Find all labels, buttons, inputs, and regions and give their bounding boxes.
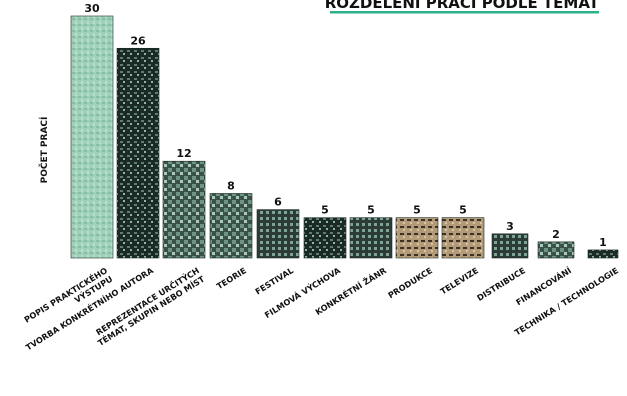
bar-1 — [116, 47, 160, 259]
value-label-11: 1 — [599, 236, 607, 249]
title-underline — [330, 11, 599, 14]
category-label-3-line-0: TEORIE — [215, 265, 248, 291]
value-label-10: 2 — [552, 228, 560, 241]
value-label-5: 5 — [321, 204, 329, 217]
category-label-8: TELEVIZE — [438, 265, 480, 296]
category-label-4: FESTIVAL — [253, 265, 295, 296]
value-label-7: 5 — [413, 204, 421, 217]
bar-8 — [441, 217, 485, 259]
category-label-4-line-0: FESTIVAL — [253, 265, 295, 296]
value-label-2: 12 — [176, 147, 191, 160]
category-label-5: FILMOVÁ VÝCHOVA — [262, 264, 343, 320]
value-label-1: 26 — [130, 34, 146, 47]
value-label-6: 5 — [367, 204, 375, 217]
bar-5 — [303, 217, 347, 259]
category-label-0-line-0: POPIS PRAKTICKÉHO — [22, 264, 109, 324]
category-label-7: PRODUKCE — [386, 265, 434, 300]
value-label-0: 30 — [84, 2, 100, 15]
bar-4 — [256, 209, 300, 259]
chart-title: ROZDĚLENÍ PRACÍ PODLE TÉMAT — [325, 0, 600, 12]
category-label-3: TEORIE — [215, 265, 248, 291]
bar-3 — [209, 193, 253, 259]
bar-10 — [537, 241, 575, 259]
bar-6 — [349, 217, 393, 259]
value-label-3: 8 — [227, 179, 235, 192]
category-label-8-line-0: TELEVIZE — [438, 265, 480, 296]
category-label-2-line-1: TÉMAT, SKUPIN NEBO MÍST — [95, 273, 206, 348]
value-label-9: 3 — [506, 220, 514, 233]
category-label-5-line-0: FILMOVÁ VÝCHOVA — [262, 264, 343, 320]
value-label-4: 6 — [274, 196, 282, 209]
y-axis-label: POČET PRACÍ — [38, 116, 50, 183]
bars-group — [70, 15, 619, 259]
bar-0 — [70, 15, 114, 259]
bar-11 — [587, 249, 619, 259]
category-label-7-line-0: PRODUKCE — [386, 265, 434, 300]
bar-7 — [395, 217, 439, 259]
value-label-8: 5 — [459, 204, 467, 217]
bar-2 — [162, 160, 206, 259]
value-labels: 30 26 12 8 6 5 5 5 5 3 2 1 — [84, 2, 606, 249]
bar-9 — [491, 233, 529, 259]
